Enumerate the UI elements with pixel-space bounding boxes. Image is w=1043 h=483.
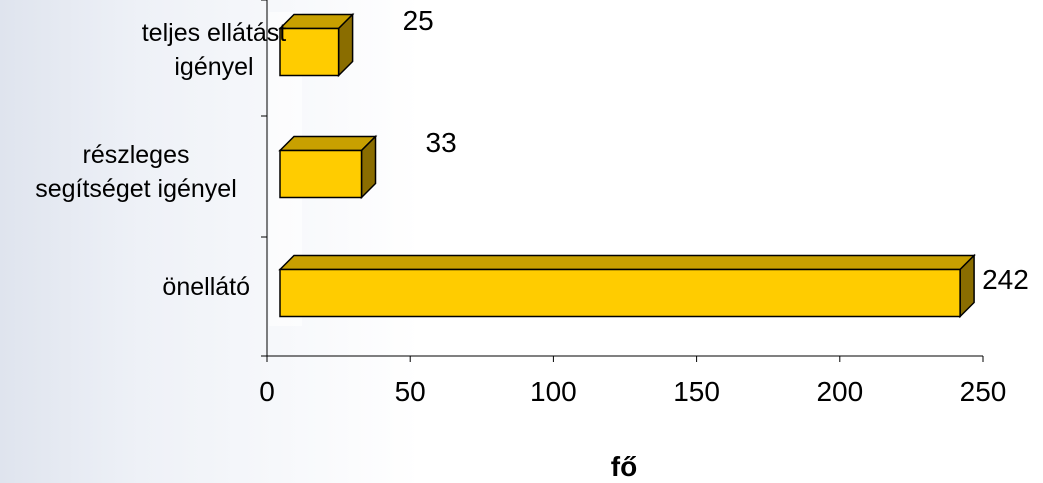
x-tick-label: 100 [530, 376, 577, 407]
x-tick-label: 0 [259, 376, 275, 407]
bar [278, 134, 378, 200]
bar-top-face [278, 254, 976, 271]
bar-front-face [279, 149, 363, 199]
category-label: igényel [174, 53, 253, 81]
bar [278, 253, 976, 319]
bar-top-face [278, 135, 378, 152]
data-label: 33 [426, 127, 457, 158]
x-axis-title: fő [611, 451, 637, 482]
x-tick-label: 150 [673, 376, 720, 407]
category-label: részleges [83, 141, 190, 169]
data-label: 25 [403, 5, 434, 36]
x-tick-label: 200 [816, 376, 863, 407]
category-label: teljes ellátást [142, 19, 287, 47]
bar-front-face [279, 27, 340, 77]
data-label: 242 [982, 264, 1029, 295]
x-tick-label: 50 [395, 376, 426, 407]
category-label: segítséget igényel [35, 175, 237, 203]
category-label: önellátó [162, 273, 250, 301]
x-tick-label: 250 [960, 376, 1007, 407]
bar-front-face [279, 268, 961, 318]
bar [278, 12, 355, 78]
